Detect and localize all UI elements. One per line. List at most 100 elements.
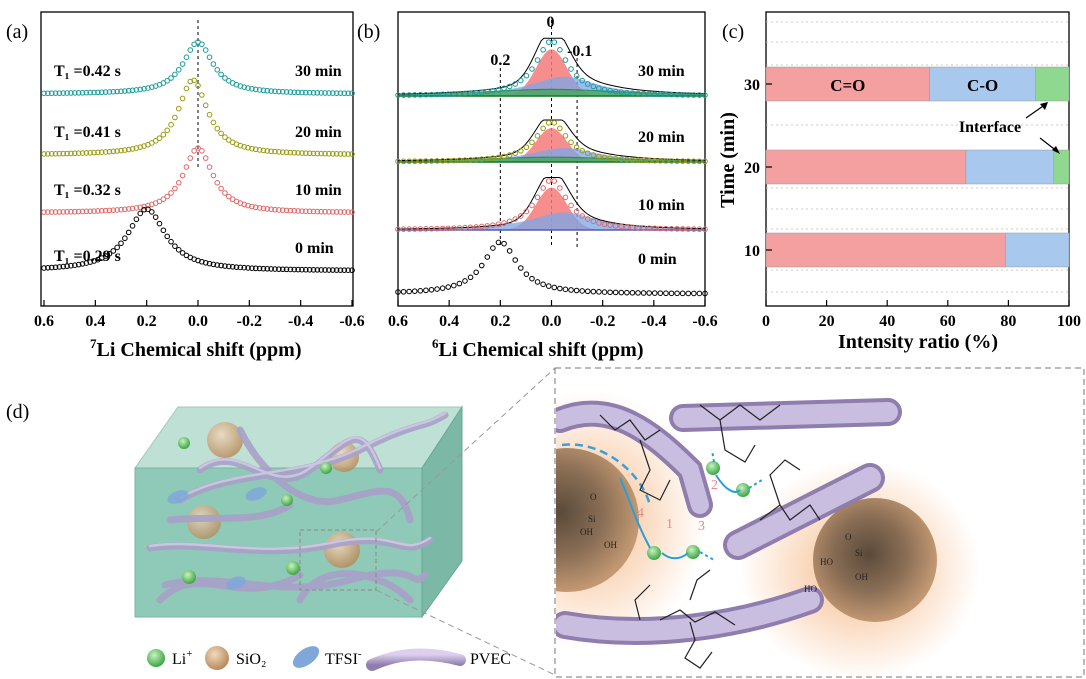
data-point xyxy=(303,89,309,96)
data-point xyxy=(551,178,558,184)
data-point xyxy=(601,154,608,161)
data-point xyxy=(241,144,247,150)
data-point xyxy=(202,259,209,266)
data-point xyxy=(202,47,209,53)
svg-text:OH: OH xyxy=(604,540,617,550)
data-point xyxy=(75,90,82,96)
data-point xyxy=(635,157,641,163)
data-point xyxy=(206,260,213,267)
data-point xyxy=(226,193,232,200)
data-point xyxy=(206,54,213,61)
data-point xyxy=(252,86,259,93)
data-point xyxy=(202,102,209,109)
sio2-particle xyxy=(324,532,360,568)
svg-text:OH: OH xyxy=(580,527,593,537)
data-point xyxy=(137,204,144,211)
tfsi-anion xyxy=(226,576,246,590)
data-point xyxy=(98,89,105,96)
data-point xyxy=(629,157,636,163)
data-point xyxy=(473,156,479,163)
data-point xyxy=(640,290,647,296)
data-point xyxy=(137,210,144,217)
panel-b-label: (b) xyxy=(357,21,380,43)
data-point xyxy=(48,264,55,271)
data-point xyxy=(168,190,174,196)
data-point xyxy=(702,92,708,98)
data-point xyxy=(206,164,213,170)
li-ion xyxy=(686,545,700,559)
data-point xyxy=(467,90,474,96)
data-point xyxy=(629,90,636,96)
data-point xyxy=(91,208,97,214)
data-point xyxy=(523,144,530,151)
bar-segment xyxy=(1035,66,1070,102)
t1-label: T₁ =0.41 s xyxy=(54,124,121,141)
data-point xyxy=(674,91,680,98)
data-point xyxy=(624,89,630,96)
svg-text:Si: Si xyxy=(588,514,596,524)
data-point xyxy=(214,179,221,186)
data-point xyxy=(64,263,70,269)
data-point xyxy=(484,254,491,260)
li-ion xyxy=(281,494,293,506)
data-point xyxy=(245,145,251,151)
data-point xyxy=(45,151,51,157)
data-point xyxy=(417,288,424,294)
data-point xyxy=(210,261,217,268)
data-point xyxy=(439,157,446,164)
step-4: 4 xyxy=(637,506,644,521)
data-point xyxy=(478,156,485,162)
data-point xyxy=(685,290,692,297)
data-point xyxy=(125,146,132,153)
annotation-arrowhead xyxy=(1052,146,1060,154)
data-point xyxy=(252,146,259,153)
data-point xyxy=(168,121,174,128)
data-point xyxy=(241,84,247,90)
svg-text:O: O xyxy=(590,492,597,502)
y-tick-label: 10 xyxy=(744,243,760,260)
data-point xyxy=(264,87,271,94)
data-point xyxy=(451,282,457,289)
data-point xyxy=(52,150,59,157)
data-point xyxy=(462,224,468,231)
data-point xyxy=(663,290,669,297)
data-point xyxy=(473,224,479,230)
tfsi-anion xyxy=(167,490,189,504)
data-point xyxy=(125,87,132,94)
data-point xyxy=(199,41,205,48)
data-point xyxy=(310,89,317,96)
data-point xyxy=(445,91,452,97)
data-point xyxy=(490,245,496,251)
data-point xyxy=(568,139,574,146)
data-point xyxy=(218,185,224,192)
data-point xyxy=(145,206,151,212)
zoom-region xyxy=(299,529,377,591)
data-point xyxy=(395,158,401,165)
zoom-line-bottom xyxy=(375,589,556,676)
data-point xyxy=(601,221,608,228)
data-point xyxy=(229,264,236,270)
data-point xyxy=(160,227,167,234)
data-point xyxy=(237,264,244,271)
data-point xyxy=(272,148,278,155)
data-point xyxy=(534,133,541,139)
data-point xyxy=(411,92,418,98)
data-point xyxy=(406,158,412,165)
data-point xyxy=(183,54,190,61)
data-point xyxy=(551,120,558,126)
legend-tfsi-label: TFSI- xyxy=(325,648,362,668)
data-point xyxy=(624,224,630,230)
data-point xyxy=(299,89,305,96)
data-point xyxy=(303,150,309,156)
data-point xyxy=(195,82,201,89)
data-point xyxy=(264,266,271,272)
data-point xyxy=(268,148,274,155)
data-point xyxy=(52,264,59,271)
data-point xyxy=(249,86,255,92)
data-point xyxy=(406,92,412,98)
data-point xyxy=(423,287,429,294)
data-point xyxy=(434,91,440,98)
segment-label-c-o: C-O xyxy=(967,76,998,95)
segment-label-c-eq-o: C=O xyxy=(830,76,865,95)
data-point xyxy=(252,265,259,272)
